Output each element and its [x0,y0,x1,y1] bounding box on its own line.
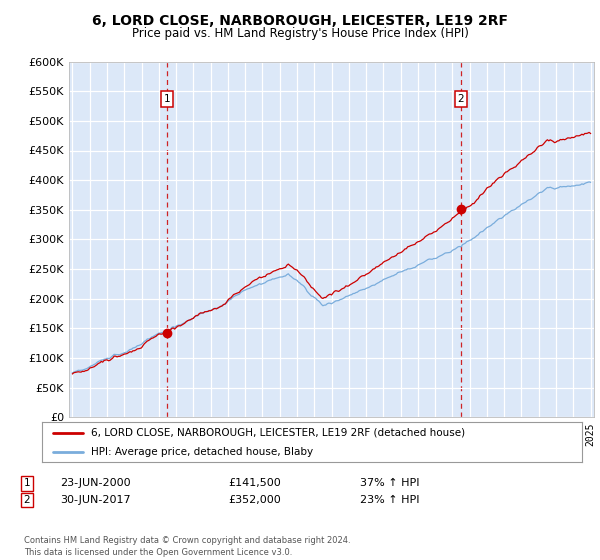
Text: 37% ↑ HPI: 37% ↑ HPI [360,478,419,488]
Text: HPI: Average price, detached house, Blaby: HPI: Average price, detached house, Blab… [91,447,313,457]
Text: £352,000: £352,000 [228,495,281,505]
Text: Contains HM Land Registry data © Crown copyright and database right 2024.
This d: Contains HM Land Registry data © Crown c… [24,536,350,557]
Text: 23% ↑ HPI: 23% ↑ HPI [360,495,419,505]
Text: Price paid vs. HM Land Registry's House Price Index (HPI): Price paid vs. HM Land Registry's House … [131,27,469,40]
Text: 2: 2 [23,495,31,505]
Text: 1: 1 [23,478,31,488]
Text: 2: 2 [458,94,464,104]
Text: 30-JUN-2017: 30-JUN-2017 [60,495,131,505]
Text: 6, LORD CLOSE, NARBOROUGH, LEICESTER, LE19 2RF (detached house): 6, LORD CLOSE, NARBOROUGH, LEICESTER, LE… [91,428,465,437]
Text: 1: 1 [164,94,170,104]
Text: £141,500: £141,500 [228,478,281,488]
Text: 23-JUN-2000: 23-JUN-2000 [60,478,131,488]
Text: 6, LORD CLOSE, NARBOROUGH, LEICESTER, LE19 2RF: 6, LORD CLOSE, NARBOROUGH, LEICESTER, LE… [92,14,508,28]
